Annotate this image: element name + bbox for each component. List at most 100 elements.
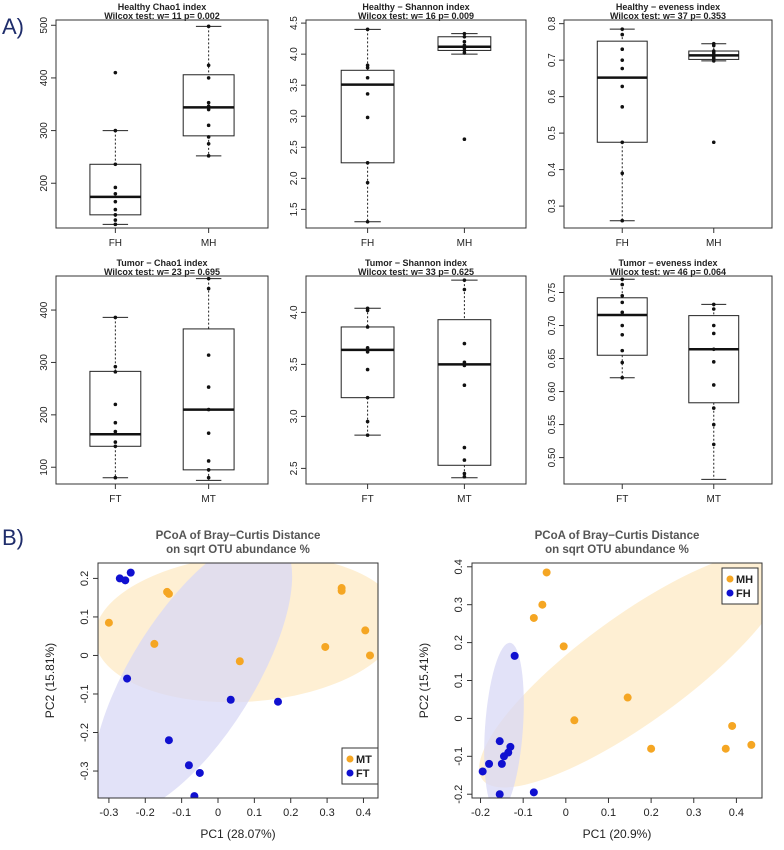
data-point	[462, 39, 467, 44]
scatter-point-FT	[195, 768, 204, 777]
y-tick-label: 0.75	[547, 282, 558, 302]
x-tick-label: 0.4	[356, 807, 371, 819]
data-point	[462, 445, 467, 450]
plot-frame	[55, 19, 269, 229]
plot-subtitle: Wilcox test: w= 37 p= 0.353	[610, 11, 726, 21]
data-point	[620, 332, 625, 337]
data-point	[711, 360, 716, 364]
data-point	[365, 75, 370, 80]
scatter-point-FH	[478, 767, 487, 776]
data-point	[620, 105, 625, 109]
data-point	[206, 459, 211, 463]
legend-box	[341, 747, 379, 785]
scatter-point-MH	[647, 744, 656, 753]
data-point	[620, 310, 625, 315]
data-point	[711, 406, 716, 410]
y-tick-label: 4.5	[289, 16, 300, 30]
data-point	[206, 385, 211, 389]
y-tick-label: 0.55	[547, 414, 558, 434]
data-point	[206, 135, 211, 139]
y-tick-label: 100	[39, 458, 50, 475]
box-FT	[340, 326, 395, 399]
scatter-point-FT	[126, 568, 135, 577]
data-point	[365, 325, 370, 329]
data-point	[620, 171, 625, 176]
data-point	[113, 162, 118, 167]
scatter-point-FT	[226, 695, 235, 704]
data-point	[113, 440, 118, 444]
panel-label-a: A)	[2, 14, 24, 39]
y-axis-label: PC2 (15.41%)	[417, 643, 431, 718]
scatter-point-FH	[499, 752, 508, 761]
plot-frame	[563, 275, 773, 485]
box-MT	[437, 319, 492, 466]
y-tick-label: 0.1	[79, 609, 91, 624]
data-point	[206, 353, 211, 357]
legend-marker-FH	[726, 589, 734, 597]
data-point	[711, 331, 716, 336]
data-point	[365, 180, 370, 185]
data-point	[711, 347, 716, 352]
scatter-point-MH	[721, 744, 730, 753]
data-point	[365, 395, 370, 400]
data-point	[365, 63, 370, 68]
plot-subtitle: Wilcox test: w= 16 p= 0.009	[358, 11, 474, 21]
data-point	[206, 100, 211, 105]
x-tick-label: MH	[201, 238, 217, 249]
y-tick-label: 0	[453, 715, 465, 721]
legend-label: FH	[736, 588, 751, 600]
y-tick-label: -0.3	[79, 762, 91, 781]
plot-frame	[305, 19, 527, 229]
y-tick-label: 3.5	[289, 78, 300, 92]
data-point	[620, 84, 625, 89]
x-tick-label: MT	[457, 494, 471, 505]
data-point	[462, 341, 467, 346]
x-axis-label: PC1 (28.07%)	[200, 827, 275, 841]
plot-area	[98, 563, 378, 798]
plot-title: Healthy Chao1 index	[118, 2, 207, 12]
data-point	[462, 474, 467, 479]
y-tick-label: 2.5	[289, 461, 300, 475]
data-point	[620, 300, 625, 305]
scatter-point-FH	[495, 737, 504, 746]
scatter-point-FT	[274, 697, 282, 706]
data-point	[206, 24, 211, 29]
data-point	[620, 348, 625, 353]
scatter-point-MH	[570, 716, 579, 725]
plot-subtitle: on sqrt OTU abundance %	[166, 544, 310, 556]
data-point	[113, 199, 118, 204]
plot-title: Tumor − Shannon index	[365, 258, 467, 268]
y-tick-label: 3.5	[289, 357, 300, 371]
plot-frame	[97, 562, 379, 799]
data-point	[711, 43, 716, 48]
y-tick-label: 0.6	[547, 89, 558, 103]
box-FH	[89, 163, 142, 216]
y-tick-label: 0.1	[453, 673, 465, 688]
data-point	[462, 458, 467, 462]
data-point	[365, 115, 370, 120]
data-point	[113, 70, 118, 75]
data-point	[206, 63, 211, 68]
data-point	[113, 222, 118, 227]
data-point	[620, 27, 625, 31]
pcoa-tumor: PCoA of Bray−Curtis Distance on sqrt OTU …	[43, 530, 379, 841]
plot-area	[478, 563, 762, 798]
data-point	[206, 123, 211, 128]
y-tick-label: 2.0	[289, 171, 300, 185]
data-point	[206, 431, 211, 435]
y-tick-label: 0.3	[547, 199, 558, 213]
y-tick-label: 300	[39, 122, 50, 139]
x-tick-label: -0.2	[471, 807, 490, 819]
data-point	[113, 213, 118, 217]
y-tick-label: 1.5	[289, 202, 300, 216]
x-tick-label: -0.1	[514, 807, 533, 819]
scatter-point-FH	[529, 788, 538, 797]
data-point	[206, 276, 211, 281]
scatter-point-MT	[337, 586, 346, 595]
data-point	[462, 363, 467, 368]
data-point	[462, 360, 467, 365]
data-point	[620, 282, 625, 287]
x-tick-label: FH	[361, 238, 374, 249]
